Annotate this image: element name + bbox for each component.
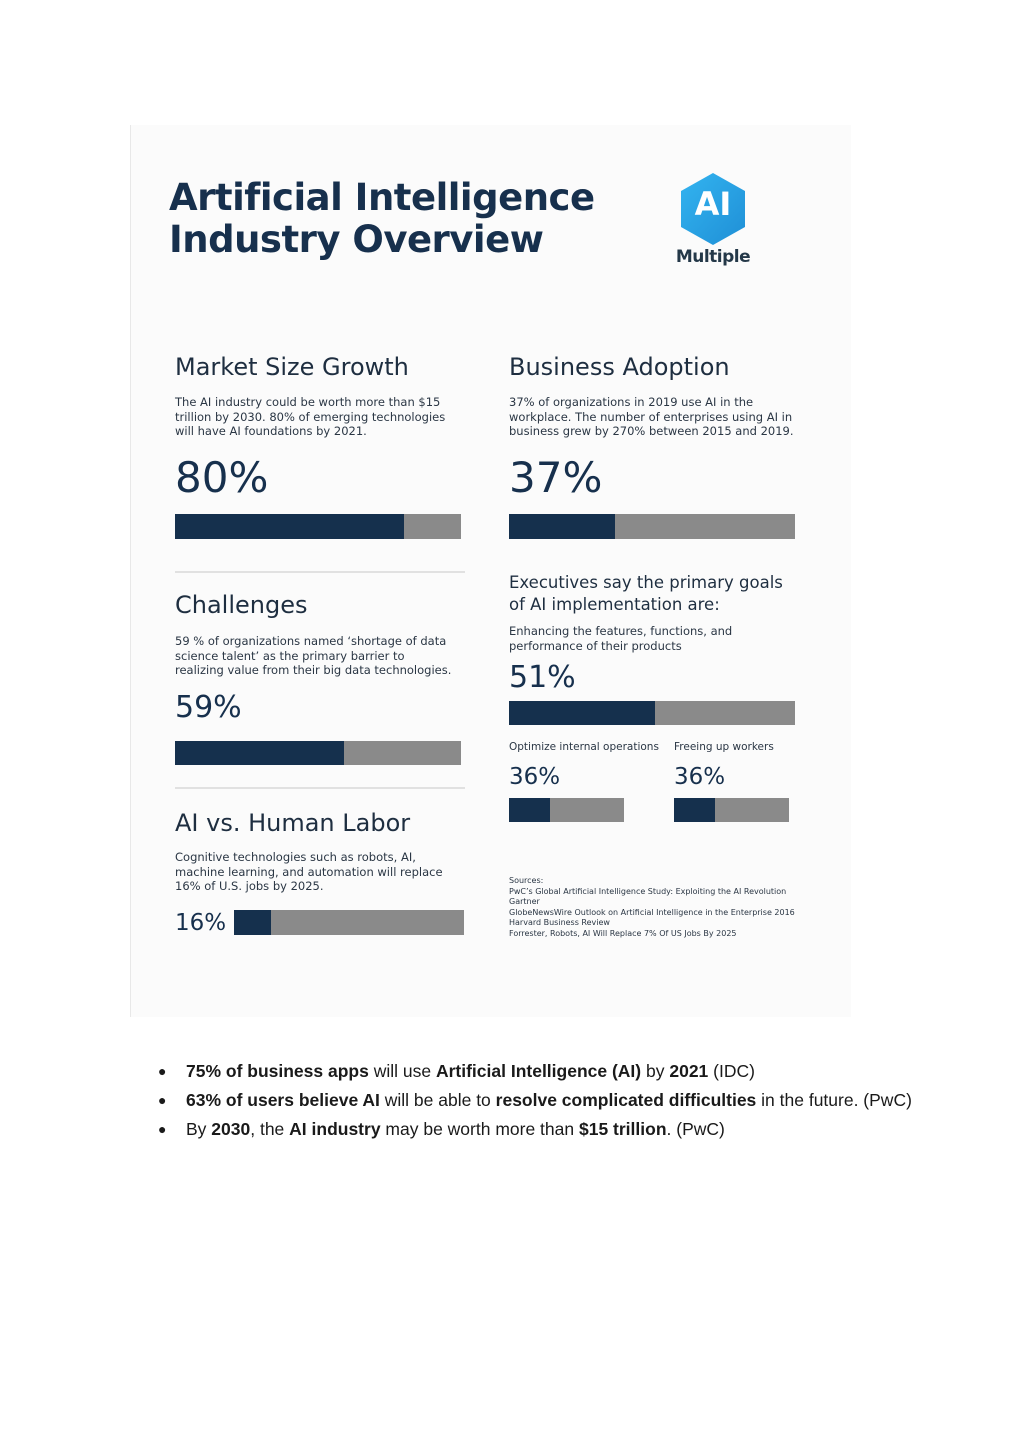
- bullet-text: By: [186, 1119, 212, 1139]
- bullet-strong: $15 trillion: [578, 1119, 667, 1139]
- bullet-dot-icon: ●: [158, 1121, 167, 1137]
- source-item: GlobeNewsWire Outlook on Artificial Inte…: [509, 907, 795, 917]
- logo-mark: AI: [694, 185, 732, 223]
- executives-heading: Executives say the primary goals of AI i…: [509, 573, 783, 614]
- adoption-desc: 37% of organizations in 2019 use AI in t…: [509, 395, 794, 438]
- divider: [175, 571, 465, 573]
- challenges-bar-fill: [175, 741, 344, 765]
- labor-bar: [234, 910, 464, 935]
- executives-right-value: 36%: [674, 764, 726, 790]
- executives-main-bar-fill: [509, 701, 655, 725]
- market-bar-fill: [175, 514, 404, 539]
- executives-left-value: 36%: [509, 764, 561, 790]
- hexagon-ai-logo-icon: [681, 173, 745, 245]
- bullet-dot-icon: ●: [158, 1063, 167, 1079]
- labor-value: 16%: [175, 910, 227, 936]
- challenges-bar: [175, 741, 461, 765]
- executives-main-bar: [509, 701, 795, 725]
- adoption-heading: Business Adoption: [509, 353, 730, 381]
- market-value: 80%: [175, 453, 269, 502]
- executives-left-label: Optimize internal operations: [509, 741, 659, 753]
- executives-main-value: 51%: [509, 660, 576, 695]
- labor-bar-fill: [234, 910, 271, 935]
- bullet-strong: AI industry: [289, 1119, 381, 1139]
- bullet-dot-icon: ●: [158, 1092, 167, 1108]
- infographic: Artificial Intelligence Industry Overvie…: [130, 125, 851, 1017]
- executives-right-label: Freeing up workers: [674, 741, 774, 753]
- executives-main-label: Enhancing the features, functions, and p…: [509, 624, 733, 653]
- labor-desc: Cognitive technologies such as robots, A…: [175, 850, 443, 893]
- divider: [175, 787, 465, 789]
- bullet-strong: Artificial Intelligence (AI): [435, 1061, 642, 1081]
- bullet-text: . (PwC): [666, 1119, 725, 1139]
- market-bar: [175, 514, 461, 539]
- bullet-item: ● 75% of business apps will use Artifici…: [158, 1057, 918, 1086]
- source-item: Forrester, Robots, AI Will Replace 7% Of…: [509, 928, 737, 938]
- sources-label: Sources:: [509, 876, 544, 885]
- sources: Sources: PwC’s Global Artificial Intelli…: [509, 876, 829, 940]
- ai-multiple-logo: AI Multiple: [671, 171, 755, 275]
- adoption-bar: [509, 514, 795, 539]
- market-desc: The AI industry could be worth more than…: [175, 395, 446, 438]
- bullet-text: , the: [250, 1119, 290, 1139]
- bullet-item: ● 63% of users believe AI will be able t…: [158, 1086, 918, 1115]
- title-line-1: Artificial Intelligence: [169, 176, 595, 219]
- challenges-desc: 59 % of organizations named ‘shortage of…: [175, 634, 452, 677]
- challenges-heading: Challenges: [175, 591, 308, 619]
- bullet-strong: 2030: [211, 1119, 251, 1139]
- executives-left-bar-fill: [509, 798, 551, 822]
- labor-heading: AI vs. Human Labor: [175, 809, 411, 837]
- bullet-strong: 63% of users believe AI: [186, 1090, 380, 1110]
- bullet-list: ● 75% of business apps will use Artifici…: [158, 1057, 918, 1144]
- bullet-text: by: [641, 1061, 670, 1081]
- executives-right-bar: [674, 798, 789, 822]
- adoption-value: 37%: [509, 453, 603, 502]
- source-item: PwC’s Global Artificial Intelligence Stu…: [509, 886, 787, 896]
- market-heading: Market Size Growth: [175, 353, 409, 381]
- infographic-title: Artificial Intelligence Industry Overvie…: [169, 177, 609, 261]
- source-item: Harvard Business Review: [509, 918, 610, 928]
- bullet-text: (IDC): [708, 1061, 755, 1081]
- bullet-strong: 2021: [669, 1061, 709, 1081]
- bullet-text: in the future. (PwC): [756, 1090, 912, 1110]
- title-line-2: Industry Overview: [169, 218, 544, 261]
- source-item: Gartner: [509, 897, 540, 907]
- bullet-text: may be worth more than: [380, 1119, 579, 1139]
- bullet-strong: 75% of business apps: [186, 1061, 369, 1081]
- bullet-text: will be able to: [379, 1090, 496, 1110]
- executives-right-bar-fill: [674, 798, 716, 822]
- adoption-bar-fill: [509, 514, 615, 539]
- bullet-text: will use: [368, 1061, 436, 1081]
- challenges-value: 59%: [175, 690, 242, 725]
- logo-word: Multiple: [675, 247, 751, 267]
- bullet-strong: resolve complicated difficulties: [495, 1090, 757, 1110]
- bullet-item: ● By 2030, the AI industry may be worth …: [158, 1115, 918, 1144]
- executives-left-bar: [509, 798, 624, 822]
